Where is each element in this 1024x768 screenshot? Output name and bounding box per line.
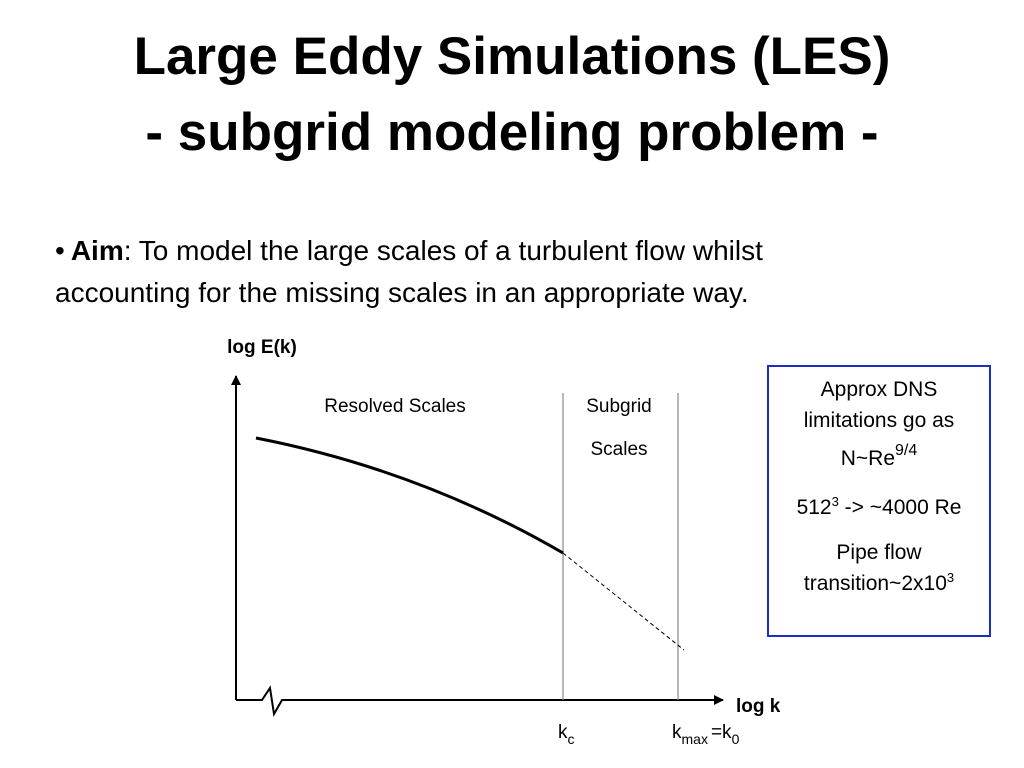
pipe-sup: 3 bbox=[947, 570, 954, 585]
bullet-text: : To model the large scales of a turbule… bbox=[124, 235, 763, 266]
y-axis-label: log E(k) bbox=[227, 337, 297, 358]
title-line: - subgrid modeling problem - bbox=[145, 103, 878, 162]
k-sub: 0 bbox=[732, 731, 740, 747]
note-line: Approx DNS bbox=[821, 378, 938, 401]
diagram: log E(k) log k Resolved Scales Subgrid S… bbox=[227, 337, 781, 747]
resolution-base: 512 bbox=[797, 496, 832, 519]
scaling-sup: 9/4 bbox=[895, 442, 917, 459]
note-scaling: N~Re9/4 bbox=[841, 442, 918, 470]
kc-label: kc bbox=[558, 722, 575, 747]
k-sub: c bbox=[568, 731, 575, 747]
bullet-text: accounting for the missing scales in an … bbox=[55, 277, 749, 308]
resolution-rest: -> ~4000 Re bbox=[839, 496, 962, 519]
resolved-spectrum bbox=[255, 436, 564, 555]
k-sub: max bbox=[682, 731, 708, 747]
x-axis bbox=[236, 685, 724, 717]
note-line: limitations go as bbox=[804, 409, 955, 432]
note-border bbox=[767, 365, 991, 637]
k-equals: =k bbox=[711, 722, 732, 743]
kmax-label: kmax =k0 bbox=[672, 722, 740, 747]
note-resolution: 5123 -> ~4000 Re bbox=[797, 494, 962, 519]
note-line: Pipe flow bbox=[836, 541, 922, 564]
bullet-label: Aim bbox=[71, 235, 124, 266]
scaling-base: N~Re bbox=[841, 447, 895, 470]
bullet-marker: • bbox=[55, 235, 65, 266]
subgrid-label: Subgrid bbox=[586, 396, 652, 417]
resolved-label: Resolved Scales bbox=[324, 396, 466, 417]
subgrid-spectrum bbox=[562, 552, 685, 651]
note-box: Approx DNS limitations go as N~Re9/4 512… bbox=[767, 365, 991, 637]
x-axis-label: log k bbox=[736, 696, 781, 717]
subgrid-label: Scales bbox=[590, 439, 647, 460]
title-line: Large Eddy Simulations (LES) bbox=[134, 27, 891, 86]
k-base: k bbox=[558, 722, 568, 743]
k-base: k bbox=[672, 722, 682, 743]
resolution-sup: 3 bbox=[832, 494, 839, 509]
pipe-base: transition~2x10 bbox=[804, 572, 947, 595]
bullet-line: • Aim: To model the large scales of a tur… bbox=[55, 235, 763, 266]
note-pipe: transition~2x103 bbox=[804, 570, 954, 595]
